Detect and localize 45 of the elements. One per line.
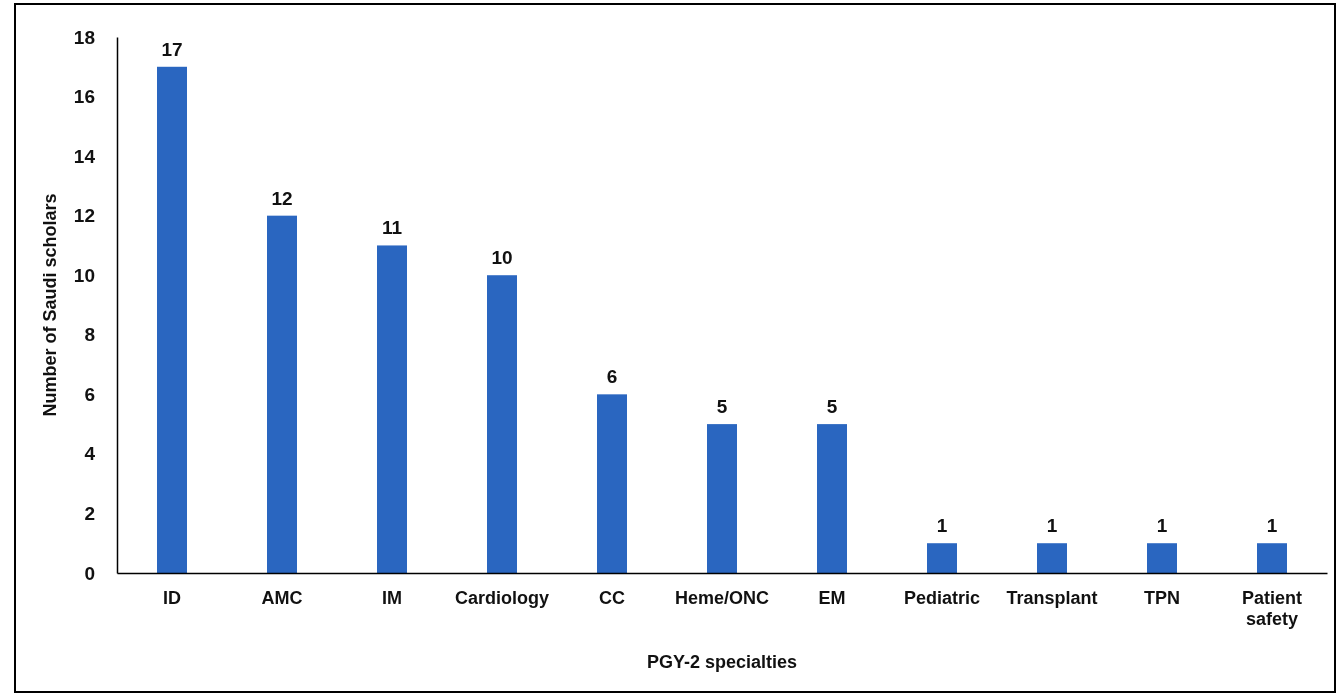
- x-tick-label: Heme/ONC: [674, 587, 770, 608]
- x-tick-label: TPN: [1144, 587, 1180, 608]
- x-axis-title: PGY-2 specialties: [646, 652, 798, 672]
- y-tick-label: 4: [84, 443, 96, 465]
- x-tick-label: Cardiology: [454, 587, 550, 608]
- y-tick-label: 16: [73, 86, 95, 108]
- data-label: 5: [716, 396, 728, 418]
- data-label: 10: [491, 247, 513, 269]
- data-label: 6: [606, 366, 618, 388]
- x-tick-label: AMC: [261, 587, 303, 608]
- bar: [817, 424, 847, 573]
- data-label: 11: [381, 217, 403, 239]
- y-tick-label: 10: [73, 264, 95, 286]
- y-tick-label: 8: [84, 324, 95, 346]
- x-tick-label: Patient safety: [1241, 587, 1303, 630]
- x-tick-label: IM: [382, 587, 402, 608]
- bar: [1037, 543, 1067, 573]
- data-label: 1: [1046, 515, 1058, 537]
- y-tick-label: 18: [73, 26, 95, 48]
- y-axis-title: Number of Saudi scholars: [40, 193, 60, 417]
- x-tick-label: ID: [163, 587, 181, 608]
- y-tick-label: 14: [73, 145, 96, 167]
- y-tick-label: 12: [73, 205, 95, 227]
- data-label: 12: [271, 187, 293, 209]
- data-label: 5: [826, 396, 838, 418]
- bar: [267, 215, 297, 573]
- data-label: 1: [1156, 515, 1168, 537]
- data-label: 17: [161, 38, 183, 60]
- bar: [597, 394, 627, 573]
- x-tick-label: CC: [599, 587, 625, 608]
- y-tick-label: 6: [84, 383, 95, 405]
- x-tick-label: Pediatric: [903, 587, 981, 608]
- bar: [927, 543, 957, 573]
- x-tick-label: Transplant: [1006, 587, 1098, 608]
- y-tick-label: 2: [84, 503, 95, 525]
- bar: [157, 66, 187, 573]
- data-label: 1: [936, 515, 948, 537]
- bar: [1257, 543, 1287, 573]
- bar: [1147, 543, 1177, 573]
- data-label: 1: [1266, 515, 1278, 537]
- bar: [377, 245, 407, 573]
- bar: [487, 275, 517, 573]
- y-tick-label: 0: [84, 562, 95, 584]
- x-tick-label: EM: [818, 587, 846, 608]
- bar: [707, 424, 737, 573]
